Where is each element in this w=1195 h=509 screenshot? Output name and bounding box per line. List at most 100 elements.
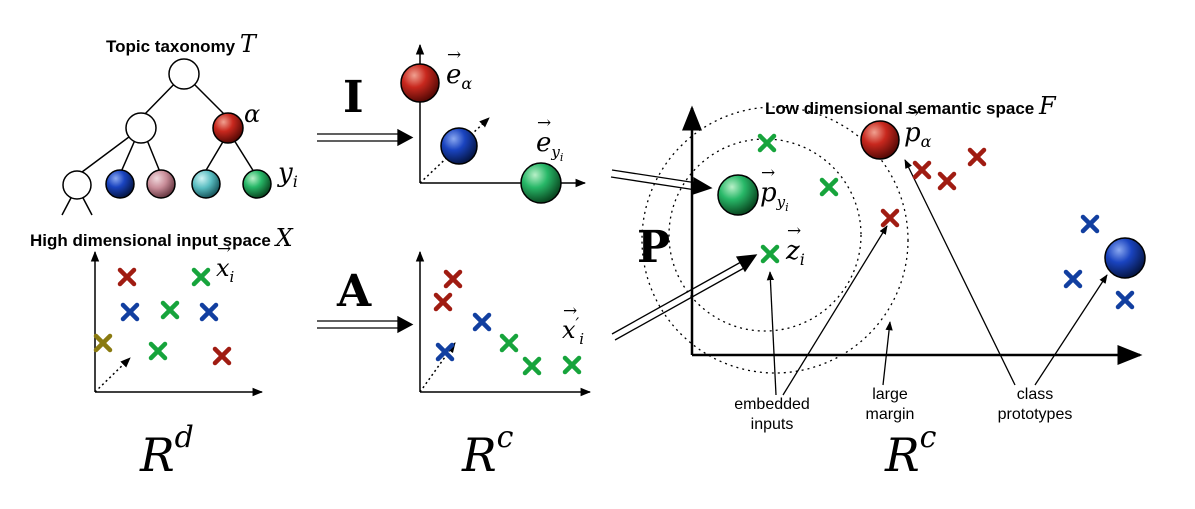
space-Rc2-sup: c: [919, 419, 937, 455]
embedding-blue: [440, 127, 478, 165]
taxonomy-symbol: T: [239, 30, 256, 58]
semantic-symbol: F: [1039, 92, 1056, 120]
annotation-pointers: [766, 159, 1108, 396]
z-i-sub: i: [799, 250, 805, 270]
e-alpha-main: e: [446, 45, 462, 90]
space-Rd-main: R: [140, 428, 175, 482]
large-margin-line1: large: [872, 386, 908, 403]
cross-marker-blue: [435, 342, 455, 362]
tree-node-left: [62, 170, 92, 200]
e-yi-main: e: [536, 113, 552, 158]
embedding-e-yi: [520, 162, 562, 204]
cross-marker-green: [562, 355, 582, 375]
cross-marker-blue: [199, 302, 219, 322]
topic-taxonomy-caption: Topic taxonomy T: [106, 30, 256, 58]
cross-marker-blue: [1115, 290, 1135, 310]
cross-marker-blue: [472, 312, 492, 332]
p-alpha-label: pα: [904, 103, 932, 152]
cross-marker-green: [760, 244, 780, 264]
tree-internal-node: [125, 112, 157, 144]
space-Rd-sup: d: [174, 419, 194, 455]
cross-marker-blue: [120, 302, 140, 322]
e-yi-label: eyi: [536, 113, 563, 163]
embedded-inputs-annotation: embedded inputs: [722, 395, 822, 435]
x-i-sub: i: [229, 267, 235, 286]
x-i-prime-main: x: [562, 301, 577, 344]
e-yi-subsub: i: [559, 151, 564, 165]
x-i-prime-label: x′i: [562, 301, 584, 346]
embedding-e-alpha: [400, 63, 440, 103]
embedded-inputs-line2: inputs: [750, 416, 794, 433]
space-label-Rc-right: Rc: [885, 422, 936, 482]
z-i-main: z: [786, 221, 801, 266]
cross-marker-red: [117, 267, 137, 287]
input-space-axes: [90, 250, 264, 397]
x-i-prime-sub: i: [579, 329, 584, 348]
mapping-arrow-to-prototype: [610, 169, 713, 195]
prototype-blue: [1104, 237, 1146, 279]
cross-marker-red: [443, 269, 463, 289]
cross-marker-blue: [1080, 214, 1100, 234]
x-i-label: xi: [216, 239, 234, 284]
p-yi-subsub: i: [785, 201, 789, 215]
cross-marker-red: [967, 147, 987, 167]
cross-marker-red: [880, 208, 900, 228]
high-dim-input-text: High dimensional input space: [30, 231, 271, 250]
tree-leaf-teal: [191, 169, 221, 199]
e-alpha-sub: α: [461, 74, 473, 94]
mapping-arrow-A: [317, 315, 414, 334]
topic-taxonomy-text: Topic taxonomy: [106, 37, 236, 56]
y-i-label: yi: [278, 158, 298, 192]
prototype-p-alpha: [860, 120, 900, 160]
alpha-label: α: [244, 100, 261, 128]
projected-input-axes: [415, 250, 592, 397]
tree-leaf-blue: [105, 169, 135, 199]
input-symbol: X: [275, 224, 293, 252]
semantic-space-axes: [682, 105, 1143, 365]
p-yi-sub: y: [776, 193, 786, 212]
cross-marker-green: [522, 356, 542, 376]
p-yi-main: p: [760, 163, 777, 208]
e-yi-sub: y: [551, 143, 560, 162]
mapping-A-label: A: [337, 266, 372, 317]
large-margin-line2: margin: [865, 406, 915, 423]
space-label-Rc-mid: Rc: [462, 422, 513, 482]
tree-leaf-pink: [146, 169, 176, 199]
x-i-prime-sup: ′: [575, 314, 580, 333]
space-Rc2-main: R: [885, 428, 920, 482]
cross-marker-green: [819, 177, 839, 197]
cross-marker-green: [160, 300, 180, 320]
low-dim-semantic-text: Low dimensional semantic space: [765, 99, 1035, 118]
cross-marker-red: [433, 292, 453, 312]
class-prototypes-annotation: class prototypes: [985, 385, 1085, 425]
p-alpha-sub: α: [920, 132, 932, 152]
prototype-p-yi: [717, 174, 759, 216]
cross-marker-red: [912, 160, 932, 180]
space-Rc1-main: R: [462, 428, 497, 482]
y-i-sub: i: [292, 172, 298, 192]
tree-root-node: [168, 58, 200, 90]
cross-marker-red: [937, 171, 957, 191]
e-alpha-label: eα: [446, 45, 473, 94]
tree-node-alpha: [212, 112, 244, 144]
p-yi-label: pyi: [760, 163, 789, 213]
space-label-Rd: Rd: [140, 422, 194, 482]
cross-marker-green: [499, 333, 519, 353]
cross-marker-red: [212, 346, 232, 366]
mapping-P-label: P: [637, 222, 671, 273]
p-alpha-main: p: [904, 103, 921, 148]
tree-leaf-yi: [242, 169, 272, 199]
cross-marker-olive: [93, 333, 113, 353]
low-dim-semantic-caption: Low dimensional semantic space F: [765, 92, 1056, 120]
x-i-main: x: [216, 239, 231, 282]
mapping-arrow-I: [317, 128, 414, 147]
z-i-label: zi: [786, 221, 805, 270]
embedded-inputs-line1: embedded: [734, 396, 810, 413]
data-points: [93, 133, 1135, 376]
y-i-main: y: [278, 158, 293, 188]
cross-marker-green: [757, 133, 777, 153]
cross-marker-green: [191, 267, 211, 287]
mapping-I-label: I: [343, 72, 364, 123]
cross-marker-green: [148, 341, 168, 361]
